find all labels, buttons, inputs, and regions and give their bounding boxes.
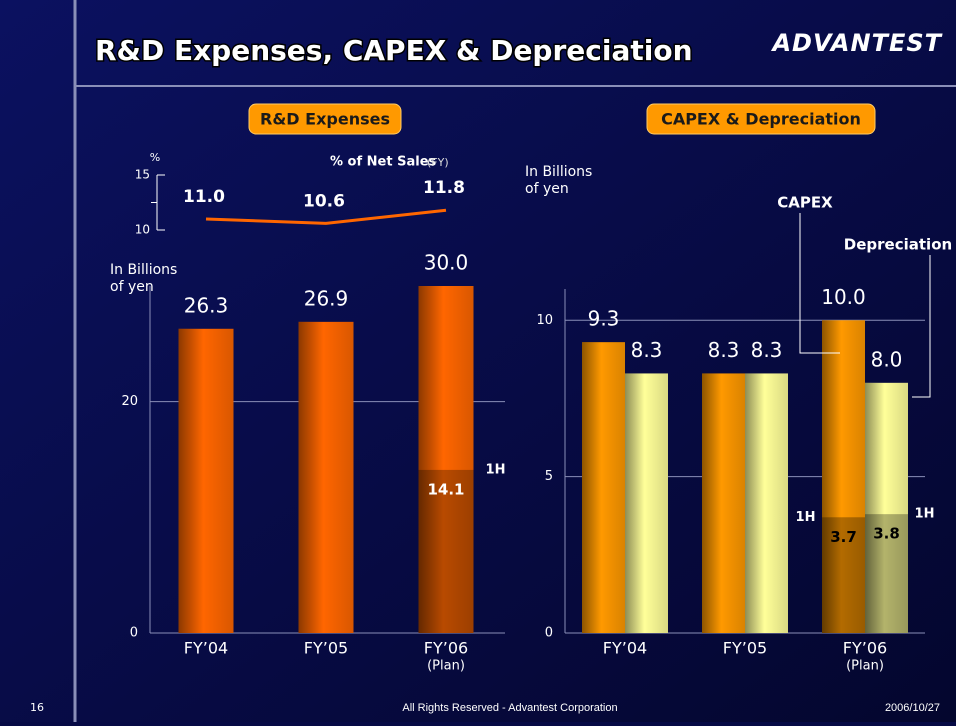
data-label: 8.3 <box>751 338 783 362</box>
y-tick-label: 10 <box>135 223 150 237</box>
y-tick-label: 10 <box>536 313 553 328</box>
chart-title: CAPEX & Depreciation <box>661 110 861 129</box>
data-label: 8.3 <box>708 338 740 362</box>
data-label: 30.0 <box>424 251 469 275</box>
x-tick-label: FY’05 <box>723 639 767 658</box>
bar-shade <box>745 373 788 633</box>
y-axis-label: of yen <box>110 279 154 295</box>
y-axis-label: In Billions <box>525 164 592 180</box>
series-name: 1H <box>796 510 816 525</box>
series-name: Depreciation <box>844 236 952 254</box>
bar-shade <box>418 469 474 633</box>
bar-shade <box>582 342 625 633</box>
data-label: 26.3 <box>184 293 229 317</box>
x-tick-label: FY’04 <box>184 639 228 658</box>
logo: ADVANTEST <box>770 29 942 57</box>
date: 2006/10/27 <box>885 702 940 714</box>
bar-shade <box>625 373 668 633</box>
x-tick-note: (Plan) <box>846 659 884 674</box>
data-label: 3.8 <box>873 525 900 543</box>
y-axis-label: In Billions <box>110 262 177 278</box>
y-tick-label: 0 <box>545 626 553 641</box>
data-label: 3.7 <box>830 528 857 546</box>
x-tick-label: FY’04 <box>603 639 647 658</box>
y-tick-label: 20 <box>121 394 138 409</box>
y-axis-label: % <box>150 151 160 164</box>
data-label: 10.0 <box>821 285 866 309</box>
chart-title: R&D Expenses <box>260 110 390 129</box>
data-label: 26.9 <box>304 286 349 310</box>
copyright: All Rights Reserved - Advantest Corporat… <box>402 702 617 714</box>
bar-shade <box>178 328 234 633</box>
data-label: 14.1 <box>427 480 464 498</box>
y-axis-label: of yen <box>525 181 569 197</box>
bar-shade <box>865 514 908 633</box>
bar-shade <box>702 373 745 633</box>
leader-line <box>799 213 840 354</box>
series-name: 1H <box>915 507 935 522</box>
y-tick-label: 0 <box>130 626 138 641</box>
data-label: 10.6 <box>303 191 345 211</box>
data-label: 8.0 <box>871 347 903 371</box>
x-tick-label: FY’06 <box>843 639 887 658</box>
x-tick-note: (Plan) <box>427 659 465 674</box>
y-tick-label: 5 <box>545 469 553 484</box>
title-pill <box>646 103 876 135</box>
data-label: 11.0 <box>183 187 225 207</box>
page-number: 16 <box>30 701 44 714</box>
bar-shade <box>822 517 865 633</box>
series-line <box>205 208 447 225</box>
x-tick-label: FY’06 <box>424 639 468 658</box>
series-name: CAPEX <box>777 194 833 212</box>
data-label: 8.3 <box>631 338 663 362</box>
data-label: 11.8 <box>423 178 465 198</box>
leader-line <box>912 255 931 398</box>
line-subtitle: (FY) <box>427 156 449 169</box>
series-name: 1H <box>486 462 506 477</box>
bar-shade <box>298 321 354 633</box>
title-pill <box>248 103 402 135</box>
y-tick-label: 15 <box>135 168 150 182</box>
data-label: 9.3 <box>588 307 620 331</box>
slide-title: R&D Expenses, CAPEX & Depreciation <box>95 34 693 67</box>
line-title: % of Net Sales <box>330 155 437 170</box>
x-tick-label: FY’05 <box>304 639 348 658</box>
